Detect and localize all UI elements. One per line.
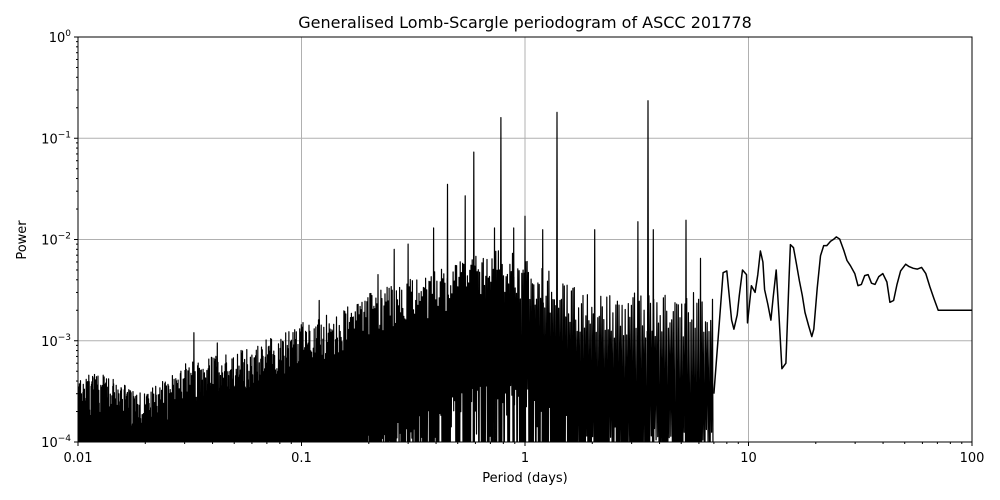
x-tick-label: 10 <box>740 451 757 466</box>
y-tick-label: 10−4 <box>41 434 71 451</box>
y-tick-label: 100 <box>49 29 72 46</box>
periodogram-line-noise <box>78 100 714 442</box>
x-tick-label: 0.01 <box>64 451 93 466</box>
x-axis-label: Period (days) <box>482 471 568 486</box>
y-tick-label: 10−2 <box>41 232 71 249</box>
x-tick-label: 100 <box>960 451 985 466</box>
chart-title: Generalised Lomb-Scargle periodogram of … <box>298 13 752 32</box>
plot-area <box>78 100 972 442</box>
y-tick-label: 10−3 <box>41 333 71 350</box>
periodogram-line-smooth <box>713 236 972 394</box>
y-tick-label: 10−1 <box>41 130 71 147</box>
x-tick-label: 1 <box>521 451 529 466</box>
y-tick-labels: 10−4 10−3 10−2 10−1 100 <box>41 29 71 451</box>
y-axis-label: Power <box>15 220 30 260</box>
axis-ticks <box>74 36 973 446</box>
x-tick-labels: 0.01 0.1 1 10 100 <box>64 451 985 466</box>
x-tick-label: 0.1 <box>291 451 312 466</box>
